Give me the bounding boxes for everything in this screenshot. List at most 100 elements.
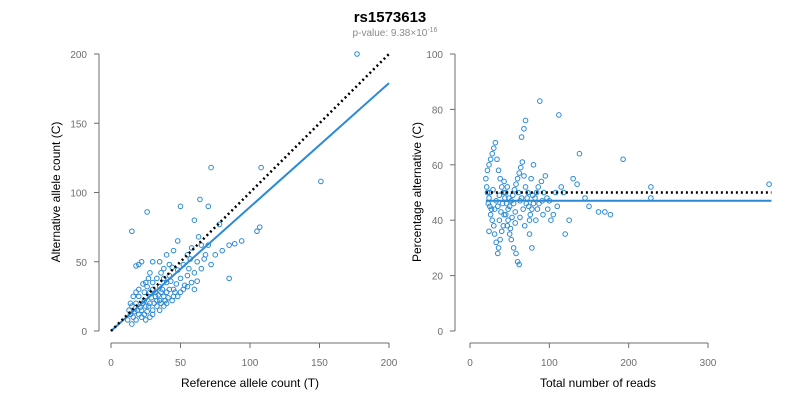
data-point [149, 258, 156, 265]
data-point [497, 236, 503, 243]
data-point [201, 256, 207, 262]
x-tick-label: 0 [108, 358, 114, 369]
data-point [486, 195, 492, 201]
data-point [238, 238, 245, 244]
data-point [484, 189, 491, 196]
allele-counts-panel: 0 50 100 150 200 0 50 100 150 200 Reference allele… [49, 50, 398, 390]
data-point [226, 275, 232, 282]
data-point [534, 206, 541, 212]
data-point [191, 286, 198, 293]
data-point [576, 150, 583, 157]
data-point [517, 214, 523, 221]
data-point [506, 203, 513, 210]
data-point [513, 250, 519, 257]
data-point [620, 156, 626, 163]
data-point [512, 209, 519, 215]
data-point [487, 211, 494, 218]
data-point [766, 181, 772, 187]
chart-title: rs1573613 [354, 9, 427, 26]
data-point [517, 164, 524, 171]
data-point [521, 125, 527, 132]
data-point [522, 184, 529, 190]
data-point [186, 265, 192, 272]
data-point [161, 265, 167, 272]
data-point [492, 139, 499, 146]
data-point [318, 178, 324, 185]
data-point [124, 317, 131, 323]
data-point [506, 231, 513, 237]
data-point [226, 242, 232, 248]
data-point [520, 206, 526, 212]
data-point [212, 252, 219, 258]
y-tick-label: 100 [70, 189, 87, 200]
data-point [518, 134, 525, 140]
data-point [154, 297, 160, 304]
data-point [540, 211, 546, 218]
data-point [521, 222, 528, 229]
data-point [491, 231, 498, 237]
y-tick-label: 40 [432, 216, 444, 227]
x-axis-title: Total number of reads [540, 376, 656, 390]
data-point [258, 164, 264, 171]
data-point [507, 225, 514, 232]
data-point [194, 278, 200, 284]
data-point [504, 184, 511, 190]
data-point [162, 297, 169, 304]
data-point [136, 261, 142, 268]
x-tick-label: 150 [311, 358, 328, 369]
data-point [491, 145, 497, 151]
y-tick-label: 100 [426, 50, 443, 61]
data-point [558, 184, 565, 190]
y-tick-label: 20 [432, 272, 444, 283]
chart-subtitle: p-value: 9.38×10-16 [353, 27, 438, 39]
data-point [197, 196, 203, 203]
data-point [144, 209, 150, 215]
data-point [194, 258, 200, 265]
data-point [254, 228, 260, 235]
data-point [208, 164, 214, 171]
data-point [149, 311, 156, 318]
data-point [483, 184, 490, 190]
data-point [526, 217, 533, 223]
data-point [163, 300, 170, 307]
data-point [513, 181, 519, 187]
data-point [511, 186, 518, 193]
data-point [505, 206, 511, 212]
data-point [129, 303, 135, 309]
data-point [602, 209, 608, 215]
data-point [488, 206, 495, 212]
x-tick-label: 200 [381, 358, 398, 369]
data-point [487, 156, 494, 163]
data-point [505, 217, 511, 223]
data-point [566, 217, 572, 223]
data-point [188, 279, 195, 286]
data-point [493, 239, 499, 246]
data-point [141, 289, 148, 296]
data-point [544, 206, 551, 212]
p-value-text: p-value: 9.38×10 [353, 28, 428, 39]
data-point [158, 289, 164, 296]
y-tick-label: 0 [81, 327, 87, 338]
data-point [595, 209, 602, 215]
data-point [495, 245, 502, 251]
data-point [516, 170, 522, 176]
data-point [538, 178, 545, 185]
data-point [516, 261, 522, 268]
data-point [195, 234, 202, 240]
data-point [149, 286, 156, 293]
data-point [169, 297, 175, 304]
fit-line [110, 82, 390, 332]
data-point [526, 231, 533, 237]
y-tick-label: 0 [437, 327, 443, 338]
data-point [529, 206, 535, 212]
y-axis-title: Percentage alternative (C) [410, 122, 424, 262]
x-tick-label: 300 [700, 358, 717, 369]
data-point [496, 217, 503, 223]
data-point [147, 270, 153, 276]
data-point [158, 270, 164, 276]
data-point [154, 275, 160, 282]
data-point [537, 98, 543, 104]
data-point [191, 217, 198, 223]
data-point [486, 228, 492, 235]
data-point [208, 261, 214, 268]
